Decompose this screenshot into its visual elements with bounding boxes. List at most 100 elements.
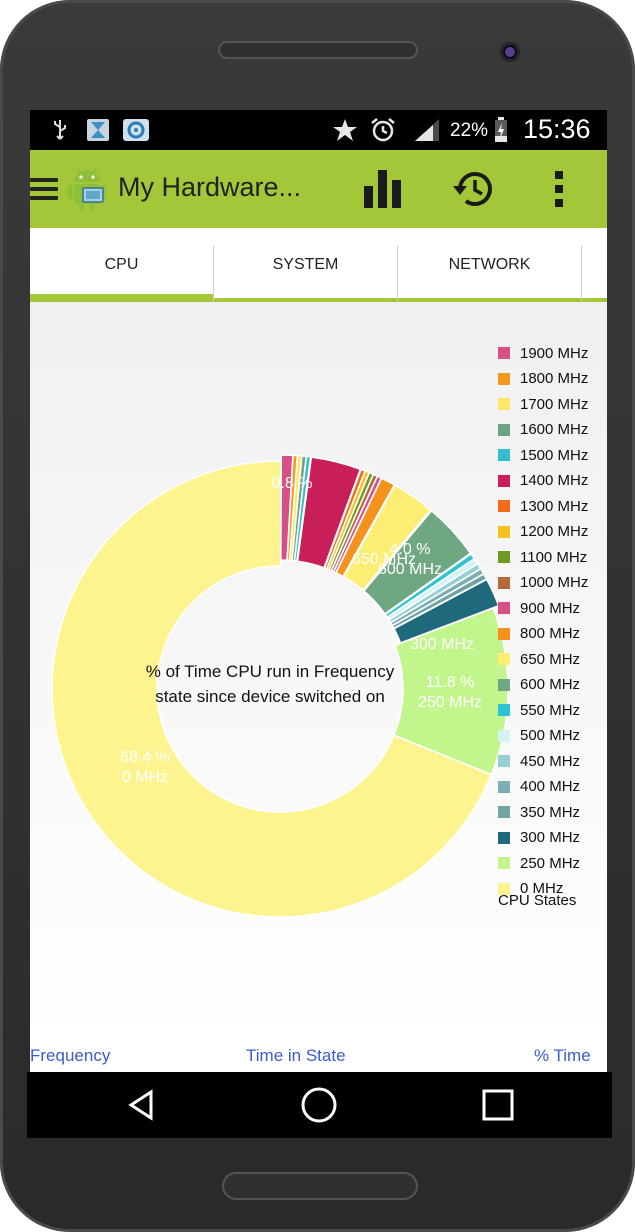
chart-center-text-line2: state since device switched on xyxy=(155,687,385,706)
legend-swatch xyxy=(498,806,510,818)
slice-frequency-label: 600 MHz xyxy=(378,561,442,578)
donut-slice[interactable] xyxy=(342,484,432,592)
alarm-icon xyxy=(370,118,396,142)
legend-swatch xyxy=(498,602,510,614)
legend-item: 600 MHz xyxy=(498,674,580,696)
legend-item: 550 MHz xyxy=(498,699,580,721)
donut-slice[interactable] xyxy=(362,509,472,615)
home-icon[interactable] xyxy=(300,1086,338,1124)
earpiece-speaker xyxy=(218,41,418,59)
legend-label: 250 MHz xyxy=(520,854,581,872)
legend-item: 1700 MHz xyxy=(498,393,588,415)
slice-frequency-label: 650 MHz xyxy=(352,551,416,568)
legend-item: 250 MHz xyxy=(498,852,580,874)
legend-item: 1200 MHz xyxy=(498,521,588,543)
legend-swatch xyxy=(498,857,510,869)
legend-swatch xyxy=(498,347,510,359)
legend-label: 1900 MHz xyxy=(520,344,589,362)
legend-label: 500 MHz xyxy=(520,727,581,744)
app-title: My Hardware... xyxy=(118,172,302,202)
tab-cpu[interactable]: CPU xyxy=(104,256,139,273)
legend-swatch xyxy=(498,474,510,487)
legend-swatch xyxy=(498,500,510,512)
legend-item: 1100 MHz xyxy=(498,546,587,568)
legend-label: 1500 MHz xyxy=(520,446,589,464)
battery-icon xyxy=(494,117,508,142)
tab-divider xyxy=(581,246,582,302)
legend-label: 900 MHz xyxy=(520,599,581,617)
history-icon[interactable] xyxy=(452,169,494,214)
slice-frequency-label: 0 MHz xyxy=(122,769,168,786)
legend-item: 1000 MHz xyxy=(498,572,588,594)
legend-item: 0 MHz xyxy=(498,878,563,900)
legend-swatch xyxy=(498,576,510,589)
slice-frequency-label: 250 MHz xyxy=(418,694,482,711)
legend-item: 650 MHz xyxy=(498,648,580,670)
legend-item: 500 MHz xyxy=(498,725,580,747)
col-header-time-in-state[interactable]: Time in State xyxy=(246,1046,346,1065)
tab-network[interactable]: NETWORK xyxy=(448,256,531,273)
col-header-percent-time[interactable]: % Time xyxy=(534,1046,591,1065)
usb-icon xyxy=(52,118,68,142)
legend-item: 1500 MHz xyxy=(498,444,588,466)
donut-chart: 68.4 % 0 MHz 11.8 % 250 MHz 4.0 % 600 MHz 300 … xyxy=(51,454,509,918)
slice-percent-label: 0.8 % xyxy=(272,475,313,492)
legend-swatch xyxy=(498,831,510,844)
bottom-speaker xyxy=(222,1172,418,1200)
legend-item: 800 MHz xyxy=(498,623,580,645)
legend-swatch xyxy=(498,780,510,793)
tab-system[interactable]: SYSTEM xyxy=(272,256,339,273)
back-icon[interactable] xyxy=(123,1086,161,1124)
legend-label: 400 MHz xyxy=(520,778,581,795)
legend-swatch xyxy=(498,449,510,461)
legend-item: 1800 MHz xyxy=(498,368,588,390)
legend-swatch xyxy=(498,372,510,385)
tab-bar: CPU SYSTEM NETWORK xyxy=(30,228,607,302)
navigation-bar xyxy=(27,1072,612,1138)
donut-slice[interactable] xyxy=(51,460,493,918)
legend-swatch xyxy=(498,653,510,665)
legend-swatch xyxy=(498,704,510,716)
clock: 15:36 xyxy=(523,114,591,144)
download-app-icon xyxy=(86,118,110,142)
bar-chart-icon[interactable] xyxy=(362,168,404,215)
recents-icon[interactable] xyxy=(479,1086,517,1124)
legend-label: 1700 MHz xyxy=(520,395,589,413)
legend-label: 650 MHz xyxy=(520,650,581,668)
legend-swatch xyxy=(498,525,510,538)
legend-item: 450 MHz xyxy=(498,750,580,772)
col-header-frequency[interactable]: Frequency xyxy=(30,1046,111,1065)
slice-percent-label: 4.0 % xyxy=(390,541,431,558)
tab-divider xyxy=(397,246,398,302)
legend-swatch xyxy=(498,755,510,767)
legend-label: 450 MHz xyxy=(520,752,581,770)
more-vert-icon[interactable] xyxy=(554,170,564,213)
legend-label: 350 MHz xyxy=(520,803,581,821)
email-app-icon xyxy=(122,118,150,142)
legend-item: 1900 MHz xyxy=(498,342,588,364)
slice-percent-label: 68.4 % xyxy=(120,749,170,766)
app-bar: My Hardware... xyxy=(30,150,607,228)
legend-label: 300 MHz xyxy=(520,829,581,846)
legend-label: 1400 MHz xyxy=(520,472,589,489)
tab-indicator-active xyxy=(30,294,213,302)
legend-item: 1300 MHz xyxy=(498,495,588,517)
status-bar: 22% 15:36 xyxy=(30,110,607,150)
legend-swatch xyxy=(498,729,510,742)
slice-frequency-label: 300 MHz xyxy=(410,636,474,653)
tab-indicator xyxy=(398,298,581,302)
battery-percent: 22% xyxy=(450,120,489,141)
legend-label: 1100 MHz xyxy=(520,548,588,566)
legend-label: 1800 MHz xyxy=(520,370,589,387)
menu-icon[interactable] xyxy=(30,178,58,202)
legend-item: 350 MHz xyxy=(498,801,580,823)
legend-swatch xyxy=(498,678,510,691)
donut-slice[interactable] xyxy=(335,477,396,578)
legend-swatch xyxy=(498,398,510,410)
legend-swatch xyxy=(498,627,510,640)
signal-icon xyxy=(414,118,440,142)
cpu-states-chart: 68.4 % 0 MHz 11.8 % 250 MHz 4.0 % 600 MHz 300 … xyxy=(30,302,607,1042)
legend-label: 1600 MHz xyxy=(520,421,589,438)
legend-swatch xyxy=(498,551,510,563)
